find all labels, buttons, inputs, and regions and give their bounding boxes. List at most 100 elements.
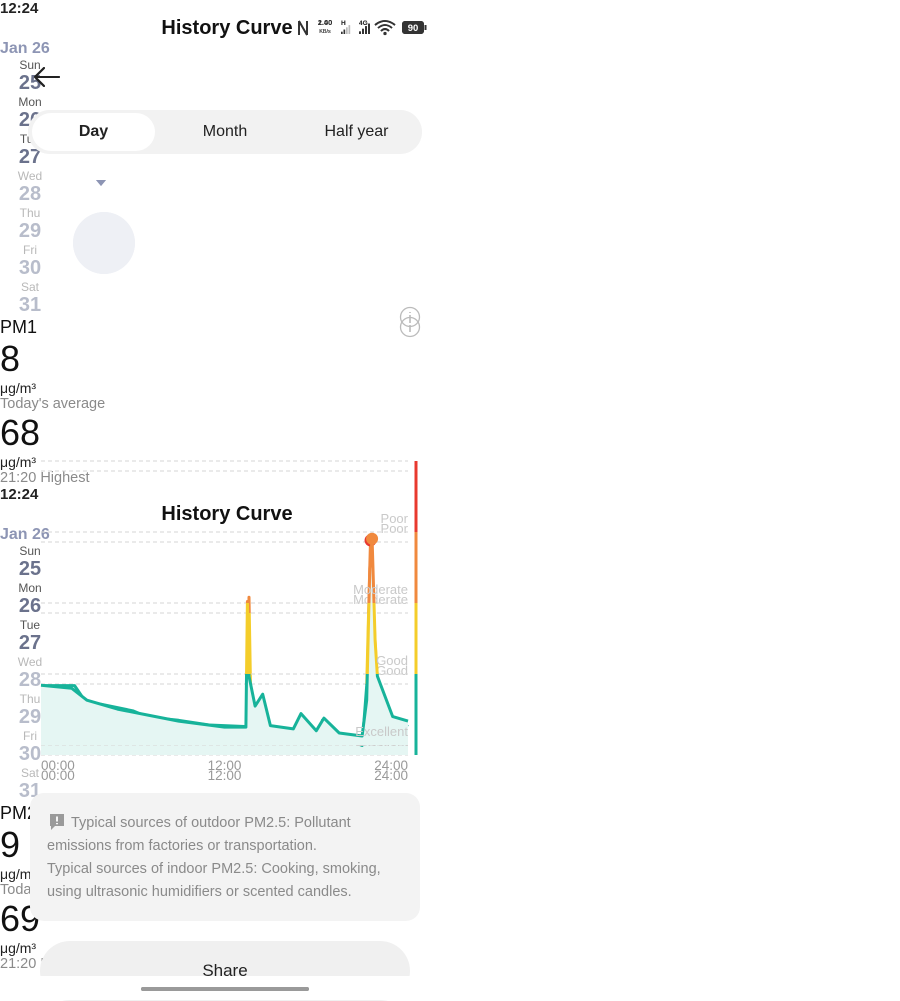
- tab[interactable]: Half year: [324, 123, 389, 140]
- date-selector[interactable]: Jan 26: [0, 526, 50, 543]
- tab[interactable]: Day: [32, 113, 155, 151]
- status-time: 12:24: [0, 0, 39, 17]
- net-speed-unit: KB/s: [319, 29, 331, 35]
- day-number[interactable]: 27: [18, 146, 42, 168]
- weekday[interactable]: Wed: [17, 655, 43, 669]
- x-tick-label: 00:00: [41, 768, 75, 783]
- signal-label: H: [341, 20, 346, 27]
- net-speed: 2.00: [318, 18, 333, 27]
- day-number[interactable]: 30: [18, 257, 42, 279]
- area: [41, 538, 408, 745]
- back-button[interactable]: [32, 65, 62, 89]
- status-time: 12:24: [0, 486, 39, 503]
- x-tick-label: 12:00: [208, 768, 242, 783]
- back-arrow: [34, 67, 60, 87]
- level-bar: [414, 603, 418, 674]
- weekday[interactable]: Sun: [19, 544, 41, 558]
- x-tick-label: 24:00: [374, 768, 408, 783]
- signal-bar: [341, 31, 343, 34]
- metric-name: PM1: [0, 317, 38, 337]
- signal-label: H: [341, 20, 346, 27]
- metric-label: Today's average: [0, 396, 106, 412]
- day-number[interactable]: 31: [18, 294, 42, 316]
- network-type: 4G: [359, 20, 368, 27]
- day-number[interactable]: 29: [18, 220, 42, 242]
- level-bar: [414, 532, 418, 603]
- day-number[interactable]: 26: [18, 595, 42, 617]
- weekday[interactable]: Thu: [19, 692, 41, 706]
- metric-unit: μg/m³: [0, 940, 37, 956]
- weekday[interactable]: Fri: [23, 243, 37, 257]
- weekday[interactable]: Sat: [20, 280, 39, 294]
- history-chart: Excellent Good Moderate Poor 00:00 12:00 24:00: [40, 460, 418, 773]
- signal-bar: [343, 29, 346, 34]
- weekday[interactable]: Sun: [19, 58, 41, 72]
- bubble: [50, 814, 64, 830]
- dropdown-arrow: [96, 180, 106, 186]
- status-icons: 1.40 KB/s H 4G 90: [298, 18, 427, 36]
- weekday[interactable]: Thu: [19, 206, 41, 220]
- metric-unit: μg/m³: [0, 380, 37, 396]
- phone-screen: 12:24 1.40 KB/s H 4G 90 History Curve Day Month H…: [0, 18, 900, 991]
- info-note: Typical sources of outdoor PM2.5: Pollut…: [30, 793, 420, 921]
- network-type: 4G: [359, 20, 368, 27]
- level-label: Poor: [381, 511, 409, 526]
- signal-bar: [365, 26, 367, 34]
- weekday[interactable]: Fri: [23, 729, 37, 743]
- weekday[interactable]: Mon: [18, 581, 42, 595]
- info-button[interactable]: [399, 306, 421, 328]
- tab-bar: Day Month Half year: [28, 110, 422, 154]
- day-number[interactable]: 25: [18, 558, 42, 580]
- level-bar: [414, 674, 418, 745]
- nfc-icon: [298, 20, 308, 36]
- battery: [402, 21, 424, 34]
- signal-bar: [362, 28, 364, 34]
- page-title: History Curve: [161, 17, 293, 39]
- x-tick-label: 12:00: [208, 758, 242, 773]
- level-label: Good: [376, 653, 408, 668]
- signal-bar: [368, 23, 370, 34]
- metric-label: 21:20 Highest: [0, 470, 90, 486]
- weekday[interactable]: Tue: [19, 618, 41, 632]
- weekday[interactable]: Mon: [18, 95, 42, 109]
- metric-value: 9: [0, 824, 21, 865]
- x-tick-label: 00:00: [41, 758, 75, 773]
- triangle: [96, 180, 106, 186]
- weekday[interactable]: Sat: [20, 766, 39, 780]
- day-number[interactable]: 30: [18, 743, 42, 765]
- home-indicator: [141, 987, 309, 991]
- signal-bar: [346, 27, 348, 34]
- level-bar: [414, 461, 418, 532]
- day-number[interactable]: 29: [18, 706, 42, 728]
- wifi-icon: [374, 20, 396, 32]
- date-selector[interactable]: Jan 26: [0, 40, 50, 57]
- info-ring: [399, 306, 421, 328]
- x-tick-label: 24:00: [374, 758, 408, 773]
- day-number[interactable]: 28: [18, 183, 42, 205]
- net-speed: 1.40: [318, 18, 333, 27]
- day-number[interactable]: 27: [18, 632, 42, 654]
- note-paragraph: Typical sources of indoor PM2.5: Cooking…: [47, 861, 381, 900]
- wifi-dot: [383, 31, 387, 36]
- page-title: History Curve: [161, 503, 293, 525]
- battery-level: 90: [408, 23, 419, 34]
- tab[interactable]: Month: [202, 123, 248, 140]
- weekday[interactable]: Wed: [17, 169, 43, 183]
- share-label: Share: [202, 961, 248, 980]
- signal-bar: [359, 31, 361, 34]
- metric-unit: μg/m³: [0, 866, 37, 882]
- day-number[interactable]: 28: [18, 669, 42, 691]
- net-speed-unit: KB/s: [319, 29, 331, 35]
- note-paragraph: Typical sources of outdoor PM2.5: Pollut…: [47, 815, 351, 854]
- note-icon: [50, 814, 64, 830]
- selected-day-circle: [72, 212, 135, 274]
- battery-tip: [424, 25, 427, 30]
- level-label: Moderate: [353, 582, 408, 597]
- note-text: Typical sources of outdoor PM2.5: Pollut…: [47, 812, 407, 904]
- metric-unit: μg/m³: [0, 454, 37, 470]
- level-label: Excellent: [355, 724, 408, 739]
- metric-value: 68: [0, 412, 41, 453]
- signal-bar: [348, 25, 351, 34]
